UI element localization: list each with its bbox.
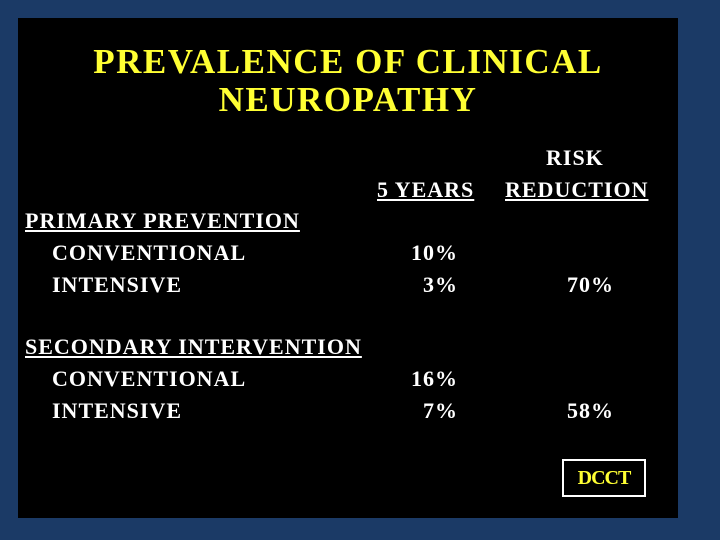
- title: NEUROPATHY: [218, 80, 478, 119]
- five-year-value: 16%: [411, 366, 458, 391]
- risk-reduction-value: 70%: [567, 272, 614, 297]
- section-label: PRIMARY PREVENTION: [25, 208, 300, 233]
- column-header: RISK: [546, 145, 604, 170]
- section-label: SECONDARY INTERVENTION: [25, 334, 362, 359]
- column-header: REDUCTION: [505, 177, 649, 202]
- row-label: INTENSIVE: [52, 272, 183, 297]
- row-label: CONVENTIONAL: [52, 240, 247, 265]
- column-header: 5 YEARS: [377, 177, 475, 202]
- row-label: INTENSIVE: [52, 398, 183, 423]
- panel: PREVALENCE OF CLINICAL NEUROPATHY RISK 5…: [18, 18, 678, 518]
- title: PREVALENCE OF CLINICAL: [93, 42, 603, 81]
- risk-reduction-value: 58%: [567, 398, 614, 423]
- source-badge: DCCT: [562, 459, 646, 497]
- five-year-value: 10%: [411, 240, 458, 265]
- row-label: CONVENTIONAL: [52, 366, 247, 391]
- five-year-value: 7%: [423, 398, 458, 423]
- five-year-value: 3%: [423, 272, 458, 297]
